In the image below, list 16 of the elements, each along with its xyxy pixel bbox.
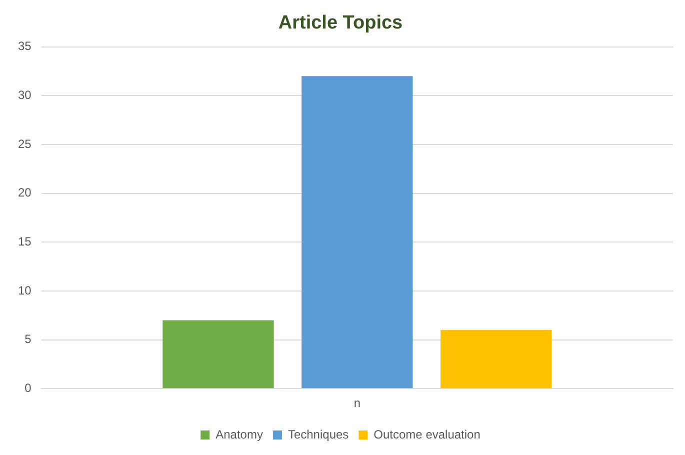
x-tick-label: n (354, 396, 361, 410)
y-tick-label: 20 (18, 186, 32, 200)
bar (440, 330, 552, 388)
y-tick-label: 15 (18, 234, 32, 248)
bar (302, 76, 413, 388)
legend-label: Techniques (288, 427, 349, 442)
legend-label: Outcome evaluation (374, 427, 480, 442)
bar (162, 320, 274, 388)
y-tick-label: 5 (24, 332, 32, 346)
y-tick-label: 35 (18, 39, 32, 54)
legend-label: Anatomy (216, 427, 263, 442)
y-tick-label: 10 (18, 283, 32, 298)
y-tick-label: 30 (18, 88, 32, 102)
y-tick-label: 0 (24, 380, 32, 395)
y-tick-label: 25 (18, 136, 32, 151)
chart-title: Article Topics (278, 12, 403, 34)
